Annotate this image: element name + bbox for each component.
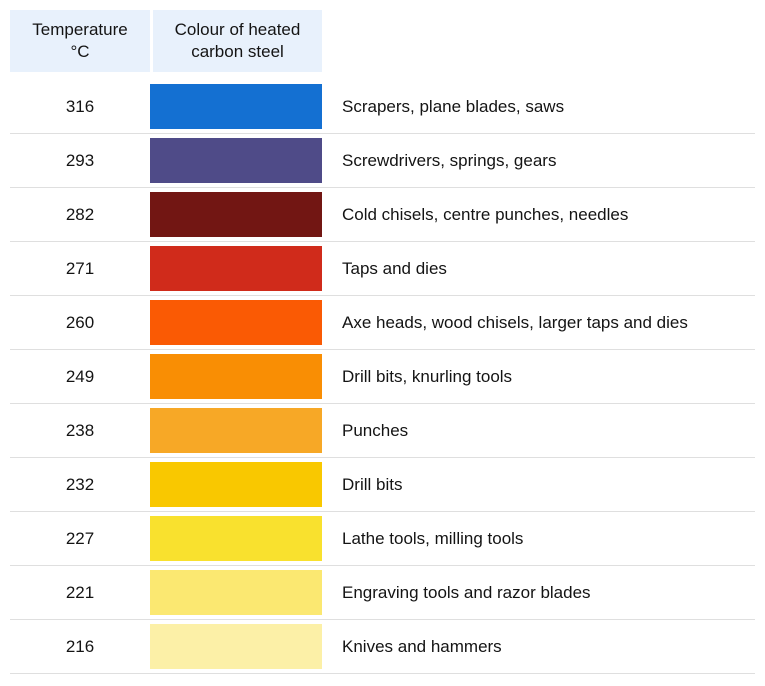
- temperature-column-header: Temperature °C: [10, 10, 150, 80]
- table-row: 216 Knives and hammers: [10, 620, 755, 674]
- swatch-cell: [150, 458, 322, 512]
- temperature-cell: 271: [10, 242, 150, 296]
- temperature-cell: 260: [10, 296, 150, 350]
- colour-swatch: [150, 624, 322, 669]
- temperature-cell: 232: [10, 458, 150, 512]
- temperature-cell: 216: [10, 620, 150, 674]
- colour-swatch: [150, 570, 322, 615]
- swatch-cell: [150, 512, 322, 566]
- temperature-cell: 293: [10, 134, 150, 188]
- uses-cell: Lathe tools, milling tools: [322, 512, 755, 566]
- swatch-cell: [150, 188, 322, 242]
- uses-cell: Cold chisels, centre punches, needles: [322, 188, 755, 242]
- uses-cell: Drill bits: [322, 458, 755, 512]
- swatch-cell: [150, 620, 322, 674]
- uses-cell: Knives and hammers: [322, 620, 755, 674]
- tempering-colour-table: Temperature °C Colour of heated carbon s…: [10, 10, 755, 674]
- colour-swatch: [150, 516, 322, 561]
- uses-cell: Scrapers, plane blades, saws: [322, 80, 755, 134]
- header-row: Temperature °C Colour of heated carbon s…: [10, 10, 755, 80]
- uses-cell: Engraving tools and razor blades: [322, 566, 755, 620]
- uses-cell: Screwdrivers, springs, gears: [322, 134, 755, 188]
- temperature-cell: 249: [10, 350, 150, 404]
- colour-column-header-label: Colour of heated carbon steel: [174, 19, 301, 61]
- colour-column-header: Colour of heated carbon steel: [150, 10, 322, 80]
- temperature-cell: 316: [10, 80, 150, 134]
- colour-swatch: [150, 300, 322, 345]
- colour-swatch: [150, 408, 322, 453]
- temperature-cell: 238: [10, 404, 150, 458]
- table-body: 316 Scrapers, plane blades, saws 293 Scr…: [10, 80, 755, 674]
- temperature-cell: 282: [10, 188, 150, 242]
- colour-swatch: [150, 192, 322, 237]
- temperature-column-header-label: Temperature °C: [32, 19, 128, 61]
- temperature-cell: 221: [10, 566, 150, 620]
- swatch-cell: [150, 350, 322, 404]
- table-row: 249 Drill bits, knurling tools: [10, 350, 755, 404]
- colour-swatch: [150, 462, 322, 507]
- uses-cell: Taps and dies: [322, 242, 755, 296]
- table-row: 260 Axe heads, wood chisels, larger taps…: [10, 296, 755, 350]
- table-row: 293 Screwdrivers, springs, gears: [10, 134, 755, 188]
- table-row: 282 Cold chisels, centre punches, needle…: [10, 188, 755, 242]
- table-row: 227 Lathe tools, milling tools: [10, 512, 755, 566]
- swatch-cell: [150, 242, 322, 296]
- table-row: 221 Engraving tools and razor blades: [10, 566, 755, 620]
- temperature-cell: 227: [10, 512, 150, 566]
- table-row: 271 Taps and dies: [10, 242, 755, 296]
- table-row: 238 Punches: [10, 404, 755, 458]
- colour-swatch: [150, 354, 322, 399]
- uses-cell: Axe heads, wood chisels, larger taps and…: [322, 296, 755, 350]
- colour-swatch: [150, 246, 322, 291]
- table-header: Temperature °C Colour of heated carbon s…: [10, 10, 755, 80]
- table-row: 316 Scrapers, plane blades, saws: [10, 80, 755, 134]
- swatch-cell: [150, 404, 322, 458]
- uses-cell: Drill bits, knurling tools: [322, 350, 755, 404]
- colour-swatch: [150, 84, 322, 129]
- swatch-cell: [150, 566, 322, 620]
- swatch-cell: [150, 296, 322, 350]
- uses-cell: Punches: [322, 404, 755, 458]
- swatch-cell: [150, 134, 322, 188]
- table-row: 232 Drill bits: [10, 458, 755, 512]
- swatch-cell: [150, 80, 322, 134]
- uses-column-header: [322, 10, 755, 80]
- colour-swatch: [150, 138, 322, 183]
